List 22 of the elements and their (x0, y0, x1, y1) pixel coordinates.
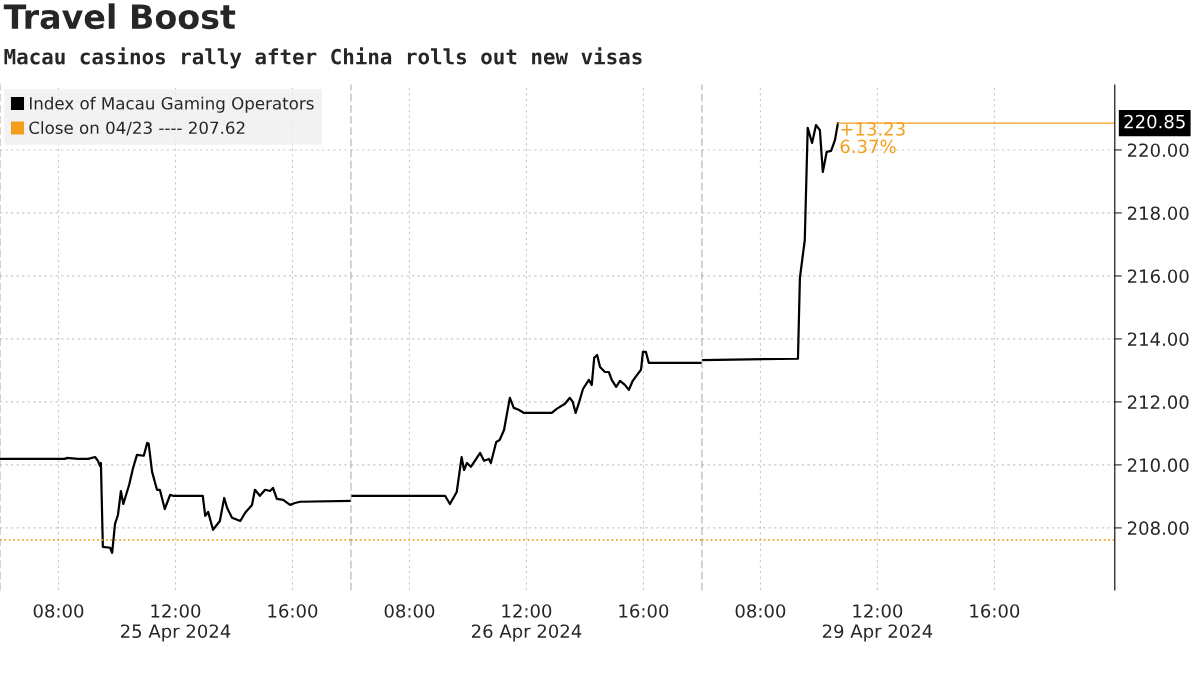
y-tick-label: 210.00 (1127, 458, 1189, 473)
legend-label: Close on 04/23 ---- 207.62 (29, 121, 245, 136)
x-tick-label: 08:00 (735, 604, 786, 618)
ref-line-label: 220.85 (1124, 114, 1185, 129)
y-tick-label: 214.00 (1127, 332, 1189, 347)
y-tick-label: 220.00 (1127, 143, 1189, 158)
y-tick-label: 218.00 (1127, 206, 1189, 221)
x-tick-label: 12:00 29 Apr 2024 (822, 604, 933, 642)
annotation: +13.23 6.37% (840, 122, 905, 154)
y-tick-label: 212.00 (1127, 395, 1189, 410)
x-tick-label: 16:00 (268, 604, 318, 618)
y-tick-label: 208.00 (1127, 521, 1189, 536)
chart-title: Travel Boost (3, 3, 236, 30)
legend-label: Index of Macau Gaming Operators (29, 96, 314, 113)
x-tick-label: 12:00 26 Apr 2024 (471, 604, 582, 642)
x-tick-label: 08:00 (33, 604, 84, 618)
x-tick-label: 16:00 (970, 604, 1020, 618)
chart-subtitle: Macau casinos rally after China rolls out new visas (4, 47, 642, 69)
y-tick-label: 216.00 (1127, 269, 1189, 284)
x-tick-label: 08:00 (384, 604, 435, 618)
x-tick-label: 12:00 25 Apr 2024 (120, 604, 231, 642)
x-tick-label: 16:00 (619, 604, 669, 618)
